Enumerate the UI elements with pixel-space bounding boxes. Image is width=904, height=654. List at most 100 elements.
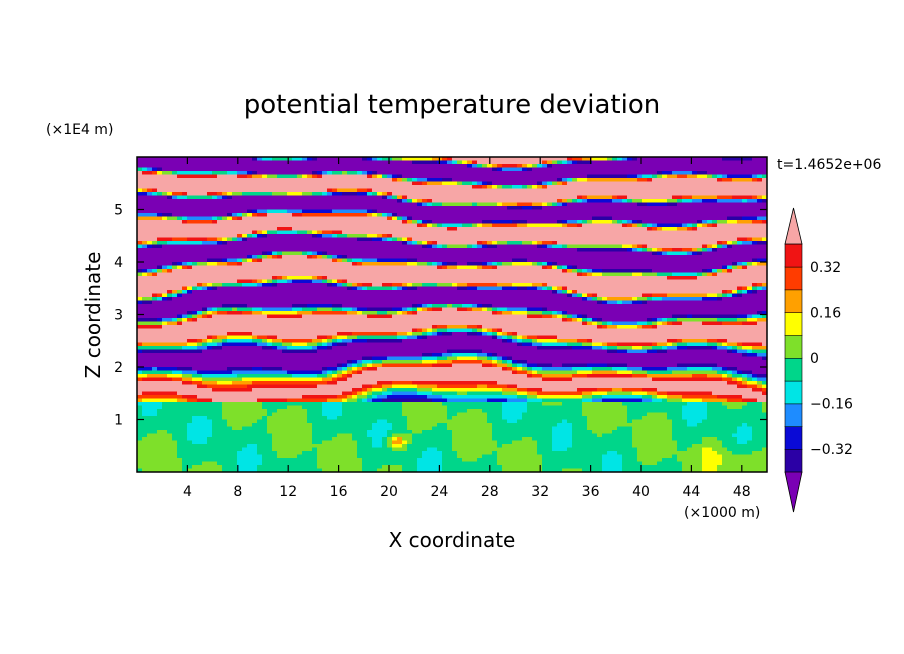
field-cell [517, 213, 523, 218]
field-cell [307, 195, 313, 200]
field-cell [342, 160, 348, 165]
field-cell [752, 220, 758, 225]
field-cell [242, 192, 248, 197]
field-cell [242, 248, 248, 253]
field-cell [442, 290, 448, 295]
field-cell [242, 244, 248, 249]
field-cell [212, 164, 218, 169]
field-cell [302, 251, 308, 256]
field-cell [707, 230, 713, 235]
field-cell [172, 276, 178, 281]
field-cell [567, 234, 573, 239]
field-cell [382, 269, 388, 274]
field-cell [347, 286, 353, 291]
field-cell [747, 290, 753, 295]
field-cell [502, 290, 508, 295]
field-cell [692, 290, 698, 295]
field-cell [687, 234, 693, 239]
field-cell [587, 192, 593, 197]
field-cell [722, 258, 728, 263]
field-cell [162, 293, 168, 298]
field-cell [592, 241, 598, 246]
field-cell [487, 276, 493, 281]
field-cell [527, 185, 533, 190]
field-cell [162, 279, 168, 284]
field-cell [467, 283, 473, 288]
field-cell [252, 171, 258, 176]
field-cell [147, 202, 153, 207]
field-cell [747, 269, 753, 274]
field-cell [762, 181, 767, 186]
field-cell [537, 237, 543, 242]
field-cell [277, 265, 283, 270]
field-cell [307, 178, 313, 183]
field-cell [232, 223, 238, 228]
field-cell [742, 199, 748, 204]
field-cell [757, 227, 763, 232]
field-cell [387, 157, 393, 162]
field-cell [752, 174, 758, 179]
field-cell [162, 276, 168, 281]
field-cell [742, 216, 748, 221]
field-cell [687, 195, 693, 200]
field-cell [682, 258, 688, 263]
field-cell [697, 206, 703, 211]
field-cell [617, 262, 623, 267]
field-cell [702, 237, 708, 242]
field-cell [392, 248, 398, 253]
field-cell [487, 185, 493, 190]
field-cell [722, 185, 728, 190]
field-cell [257, 157, 263, 162]
field-cell [762, 160, 767, 165]
field-cell [482, 248, 488, 253]
field-cell [377, 181, 383, 186]
field-cell [332, 199, 338, 204]
field-cell [632, 230, 638, 235]
field-cell [242, 178, 248, 183]
field-cell [262, 209, 268, 214]
field-cell [617, 160, 623, 165]
field-cell [192, 251, 198, 256]
field-cell [622, 213, 628, 218]
field-cell [612, 227, 618, 232]
field-cell [332, 283, 338, 288]
field-cell [492, 174, 498, 179]
field-cell [137, 160, 143, 165]
field-cell [537, 171, 543, 176]
field-cell [332, 276, 338, 281]
field-cell [617, 223, 623, 228]
field-cell [347, 171, 353, 176]
field-cell [182, 290, 188, 295]
field-cell [667, 206, 673, 211]
field-cell [757, 262, 763, 267]
field-cell [752, 195, 758, 200]
field-cell [317, 237, 323, 242]
field-cell [387, 241, 393, 246]
field-cell [367, 216, 373, 221]
field-cell [647, 157, 653, 162]
field-cell [362, 283, 368, 288]
field-cell [267, 276, 273, 281]
field-cell [652, 227, 658, 232]
field-cell [687, 206, 693, 211]
field-cell [237, 195, 243, 200]
field-cell [627, 157, 633, 162]
field-cell [157, 199, 163, 204]
field-cell [227, 157, 233, 162]
field-cell [197, 241, 203, 246]
field-cell [267, 206, 273, 211]
field-cell [572, 290, 578, 295]
field-cell [692, 276, 698, 281]
field-cell [312, 293, 318, 298]
field-cell [697, 202, 703, 207]
field-cell [417, 293, 423, 298]
field-cell [147, 157, 153, 162]
field-cell [262, 167, 268, 172]
field-cell [412, 276, 418, 281]
field-cell [352, 174, 358, 179]
field-cell [627, 272, 633, 277]
field-cell [187, 230, 193, 235]
field-cell [302, 181, 308, 186]
field-cell [702, 258, 708, 263]
field-cell [502, 199, 508, 204]
